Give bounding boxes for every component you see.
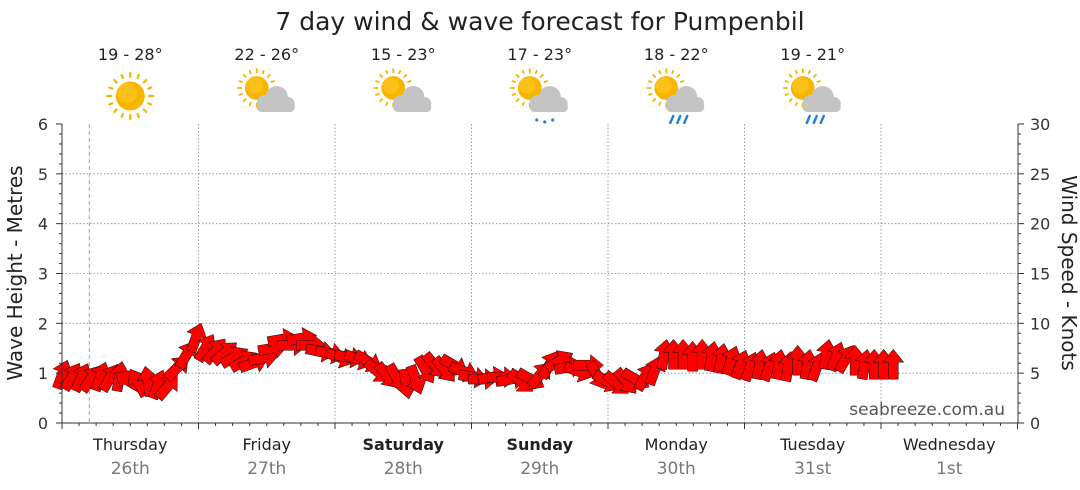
partly-cloudy-icon (236, 68, 295, 112)
rain-streak (812, 114, 818, 125)
x-day-label: Tuesday (779, 435, 845, 454)
chart-title: 7 day wind & wave forecast for Pumpenbil (275, 7, 804, 36)
x-date-label: 31st (794, 459, 831, 479)
temperature-range: 19 - 28° (98, 45, 163, 64)
x-day-label: Saturday (363, 435, 445, 454)
x-date-label: 27th (247, 459, 286, 479)
temperature-range: 19 - 21° (780, 45, 845, 64)
y2-tick-label: 10 (1030, 314, 1050, 333)
temperature-range: 22 - 26° (234, 45, 299, 64)
y-tick-label: 0 (38, 414, 48, 433)
x-date-label: 30th (657, 459, 696, 479)
rain-streak (676, 114, 682, 125)
x-date-label: 26th (111, 459, 150, 479)
y2-tick-label: 25 (1030, 165, 1050, 184)
y2-tick-label: 20 (1030, 215, 1050, 234)
x-date-label: 29th (520, 459, 559, 479)
y-tick-label: 1 (38, 364, 48, 383)
sunny-icon (106, 71, 155, 121)
y2-tick-label: 30 (1030, 115, 1050, 134)
x-date-label: 28th (384, 459, 423, 479)
watermark: seabreeze.com.au (849, 400, 1005, 420)
y-tick-label: 6 (38, 115, 48, 134)
y2-axis-title: Wind Speed - Knots (1057, 175, 1080, 371)
temperature-range: 17 - 23° (507, 45, 572, 64)
y-tick-label: 3 (38, 265, 48, 284)
wind-arrow (882, 348, 905, 380)
wind-arrow (154, 374, 178, 402)
y2-tick-label: 0 (1030, 414, 1040, 433)
x-day-label: Monday (645, 435, 708, 454)
wind-arrow-shape (882, 348, 905, 380)
y-tick-label: 4 (38, 215, 48, 234)
drizzle-drop (543, 120, 547, 124)
x-date-label: 1st (936, 459, 963, 479)
rain-streak (683, 114, 689, 125)
wind-arrow-shape (154, 374, 178, 402)
drizzle-drop (535, 118, 539, 122)
rain-streak (669, 114, 675, 125)
showers-icon (782, 68, 841, 125)
y-tick-label: 5 (38, 165, 48, 184)
rain-streak (819, 114, 825, 125)
drizzle-icon (509, 68, 568, 124)
temperature-range: 15 - 23° (371, 45, 436, 64)
x-day-label: Wednesday (903, 435, 996, 454)
x-day-label: Thursday (92, 435, 167, 454)
sun-shape (106, 71, 155, 121)
x-day-label: Sunday (507, 435, 574, 454)
rain-streak (805, 114, 811, 125)
y2-tick-label: 5 (1030, 364, 1040, 383)
partly-cloudy-icon (373, 68, 432, 112)
temperature-range: 18 - 22° (644, 45, 709, 64)
y2-tick-label: 15 (1030, 265, 1050, 284)
x-day-label: Friday (243, 435, 292, 454)
drizzle-drop (551, 118, 555, 122)
showers-icon (646, 68, 705, 125)
y-tick-label: 2 (38, 314, 48, 333)
y-axis-title: Wave Height - Metres (3, 165, 27, 380)
